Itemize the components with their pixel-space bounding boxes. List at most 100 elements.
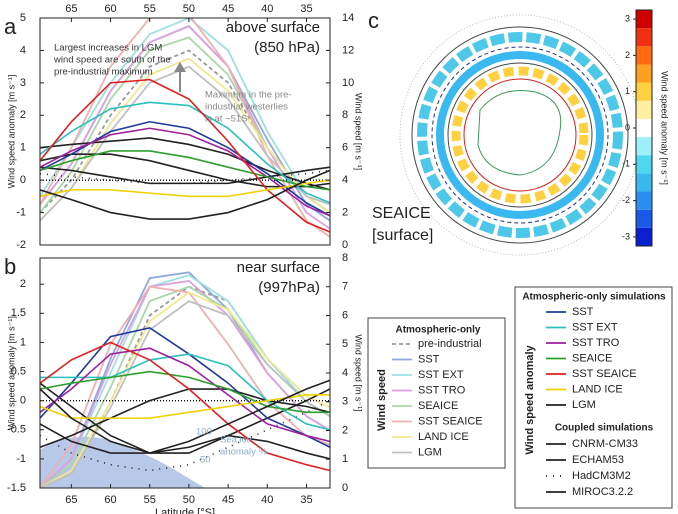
legend-title: Atmospheric-only <box>395 325 480 336</box>
x-tick-label: 65 <box>65 494 77 506</box>
legend-title: Atmospheric-only simulations <box>522 292 666 303</box>
annotation: Sea ice <box>220 435 252 446</box>
colorbar-tick-label: -1 <box>622 159 630 169</box>
x-tick-label: 40 <box>261 3 273 15</box>
y-tick-label: 4 <box>20 44 26 56</box>
legend-label: LGM <box>572 399 596 411</box>
y2-tick-label: 2 <box>342 424 348 436</box>
colorbar-band <box>636 82 652 101</box>
series-line <box>40 379 330 454</box>
colorbar-tick-label: -2 <box>622 195 630 205</box>
colorbar-tick-label: -3 <box>622 231 630 241</box>
series-line <box>40 291 330 488</box>
series-line <box>40 394 330 419</box>
panel-label: c <box>368 8 379 33</box>
chart-title: near surface <box>237 259 320 276</box>
y2-tick-label: 12 <box>342 44 354 56</box>
series-line <box>40 57 330 222</box>
plot-lines <box>40 18 330 238</box>
map-contour <box>447 62 593 208</box>
y-tick-label: 2 <box>20 109 26 121</box>
annotation-arrowhead <box>174 62 186 72</box>
series-line <box>40 179 330 198</box>
y2-axis-title: Wind speed [m s⁻¹] <box>354 93 364 170</box>
y-tick-label: 0 <box>20 174 26 186</box>
legend-label: CNRM-CM33 <box>572 438 638 450</box>
y2-tick-label: 4 <box>342 367 348 379</box>
y2-axis-title: Wind speed [m s⁻¹] <box>354 334 364 411</box>
legend-label: LAND ICE <box>418 431 469 443</box>
colorbar-tick-label: 2 <box>625 50 630 60</box>
legend-label: SST SEAICE <box>418 415 483 427</box>
legend-label: MIROC3.2.2 <box>572 486 633 498</box>
y-tick-label: -0.5 <box>7 424 26 436</box>
panel-label: a <box>4 14 17 39</box>
annotation: Largest increases in LGM <box>54 43 162 54</box>
annotation: 100 <box>196 427 212 438</box>
series-line <box>40 423 330 460</box>
x-tick-label: 40 <box>261 494 273 506</box>
series-line <box>40 18 330 214</box>
annotation: anomaly % <box>220 447 268 458</box>
x-tick-label: 55 <box>144 494 156 506</box>
y-tick-label: -1.5 <box>7 482 26 494</box>
y2-tick-label: 3 <box>342 396 348 408</box>
y2-tick-label: 6 <box>342 309 348 321</box>
colorbar-band <box>636 10 652 29</box>
map-anomaly-ring <box>436 51 604 219</box>
legend-label: LAND ICE <box>572 383 623 395</box>
y-tick-label: 1.5 <box>11 307 26 319</box>
y2-tick-label: 6 <box>342 142 348 154</box>
y-tick-label: -2 <box>16 239 26 251</box>
annotation: Maximum in the pre- <box>205 90 292 101</box>
colorbar-band <box>636 64 652 83</box>
series-line <box>40 382 330 454</box>
y-tick-label: 0.5 <box>11 365 26 377</box>
legend-label: SEAICE <box>418 400 458 412</box>
y2-tick-label: 14 <box>342 12 354 24</box>
legend-side-label: Wind speed anomaly <box>524 344 536 454</box>
chart-title: above surface <box>226 19 320 36</box>
legend-label: SST <box>418 353 440 365</box>
legend-label: SST TRO <box>418 384 466 396</box>
series-line <box>40 169 330 220</box>
x-tick-label: 60 <box>104 3 116 15</box>
series-line <box>40 300 330 488</box>
plot-frame <box>39 17 331 246</box>
series-line <box>40 18 330 238</box>
colorbar-band <box>636 209 652 228</box>
x-tick-label: 60 <box>104 494 116 506</box>
x-tick-label: 50 <box>183 494 195 506</box>
y-tick-label: 5 <box>20 12 26 24</box>
colorbar-band <box>636 191 652 210</box>
series-line <box>40 370 330 414</box>
sea-ice-area <box>40 436 205 488</box>
y2-tick-label: 2 <box>342 206 348 218</box>
y2-tick-label: 4 <box>342 174 348 186</box>
legend-label: SST <box>572 306 594 318</box>
legend-label: ECHAM53 <box>572 454 624 466</box>
colorbar-tick-label: 3 <box>625 13 630 23</box>
legend-label: LGM <box>418 446 442 458</box>
legend-label: SST EXT <box>418 369 464 381</box>
map-label: SEAICE <box>372 205 431 222</box>
legend-label: SST SEAICE <box>572 368 637 380</box>
map-contour <box>463 78 577 192</box>
panel-label: b <box>4 254 16 279</box>
legend-label: HadCM3M2 <box>572 470 631 482</box>
colorbar-band <box>636 155 652 174</box>
series-line <box>40 347 330 443</box>
y2-tick-label: 10 <box>342 77 354 89</box>
antarctica-coast <box>477 89 562 176</box>
x-tick-label: 45 <box>222 494 234 506</box>
legend-label: SEAICE <box>572 352 612 364</box>
colorbar-band <box>636 46 652 65</box>
y2-tick-label: 8 <box>342 252 348 264</box>
colorbar-band <box>636 137 652 156</box>
x-tick-label: 35 <box>300 494 312 506</box>
x-tick-label: 35 <box>300 3 312 15</box>
colorbar-band <box>636 173 652 192</box>
annotation: industrial westerlies <box>205 102 288 113</box>
